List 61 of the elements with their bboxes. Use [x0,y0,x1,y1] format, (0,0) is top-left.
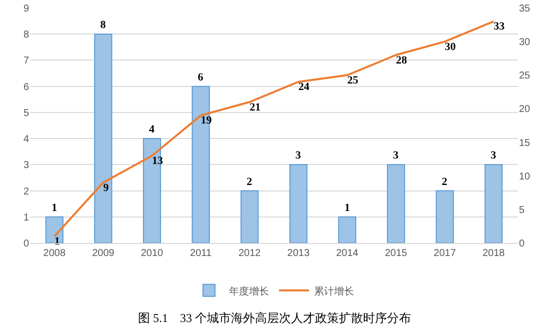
bar [338,216,356,243]
data-label: 6 [198,71,204,84]
x-tick-label: 2018 [482,248,506,259]
data-label: 1 [52,202,58,214]
data-label: 21 [250,101,261,114]
y2-tick-label: 0 [519,238,525,250]
y-tick-label: 3 [23,160,30,172]
data-label: 24 [298,81,310,94]
y-tick-label: 6 [23,82,30,93]
y-tick-label: 8 [23,30,30,41]
x-tick-label: 2017 [434,248,456,259]
bar [386,164,406,243]
y-tick-label: 4 [23,134,30,146]
bar [45,216,64,243]
text: 图 5.1 33 个城市海外高层次人才政策扩散时序分布 [138,311,411,325]
bar [289,164,308,243]
x-tick-label: 2011 [190,248,212,259]
legend-label: 年度增长 [229,285,269,298]
data-label: 9 [103,182,110,194]
data-label: 25 [347,74,359,86]
y2-tick-label: 10 [519,171,531,182]
data-label: 28 [396,54,408,66]
bar [94,34,112,243]
legend-label: 累计增长 [314,285,354,298]
bar [142,138,162,243]
bar [240,190,259,243]
data-label: 3 [490,150,497,162]
data-label: 19 [200,114,212,127]
x-tick-label: 2012 [238,248,262,259]
y-tick-label: 9 [23,4,30,14]
x-tick-label: 2008 [43,248,66,259]
x-tick-label: 2009 [92,248,115,259]
data-label: 33 [494,20,506,33]
x-tick-label: 2014 [336,248,359,259]
y2-tick-label: 35 [519,4,531,14]
y2-tick-label: 5 [519,204,525,216]
y-tick-label: 5 [23,108,30,119]
x-tick-label: 2015 [384,248,408,259]
bar [436,190,454,243]
line-series [53,20,495,238]
x-tick-label: 2013 [287,248,310,259]
y-tick-label: 1 [23,212,30,224]
y-tick-label: 0 [23,238,30,250]
data-label: 1 [344,202,350,214]
data-label: 13 [152,154,164,167]
y2-tick-label: 25 [519,70,531,82]
bar [484,164,503,243]
data-label: 4 [149,124,155,136]
y-tick-label: 7 [23,56,30,67]
data-label: 8 [100,19,106,32]
data-label: 2 [442,176,448,188]
y2-tick-label: 30 [519,37,531,48]
data-label: 3 [393,150,399,162]
y2-tick-label: 20 [519,104,531,116]
data-label: 3 [295,150,302,162]
data-label: 30 [444,40,456,53]
bar [192,86,210,243]
y-tick-label: 2 [23,186,30,198]
x-tick-label: 2010 [140,248,164,259]
y2-tick-label: 15 [519,138,531,149]
data-label: 2 [246,176,253,188]
